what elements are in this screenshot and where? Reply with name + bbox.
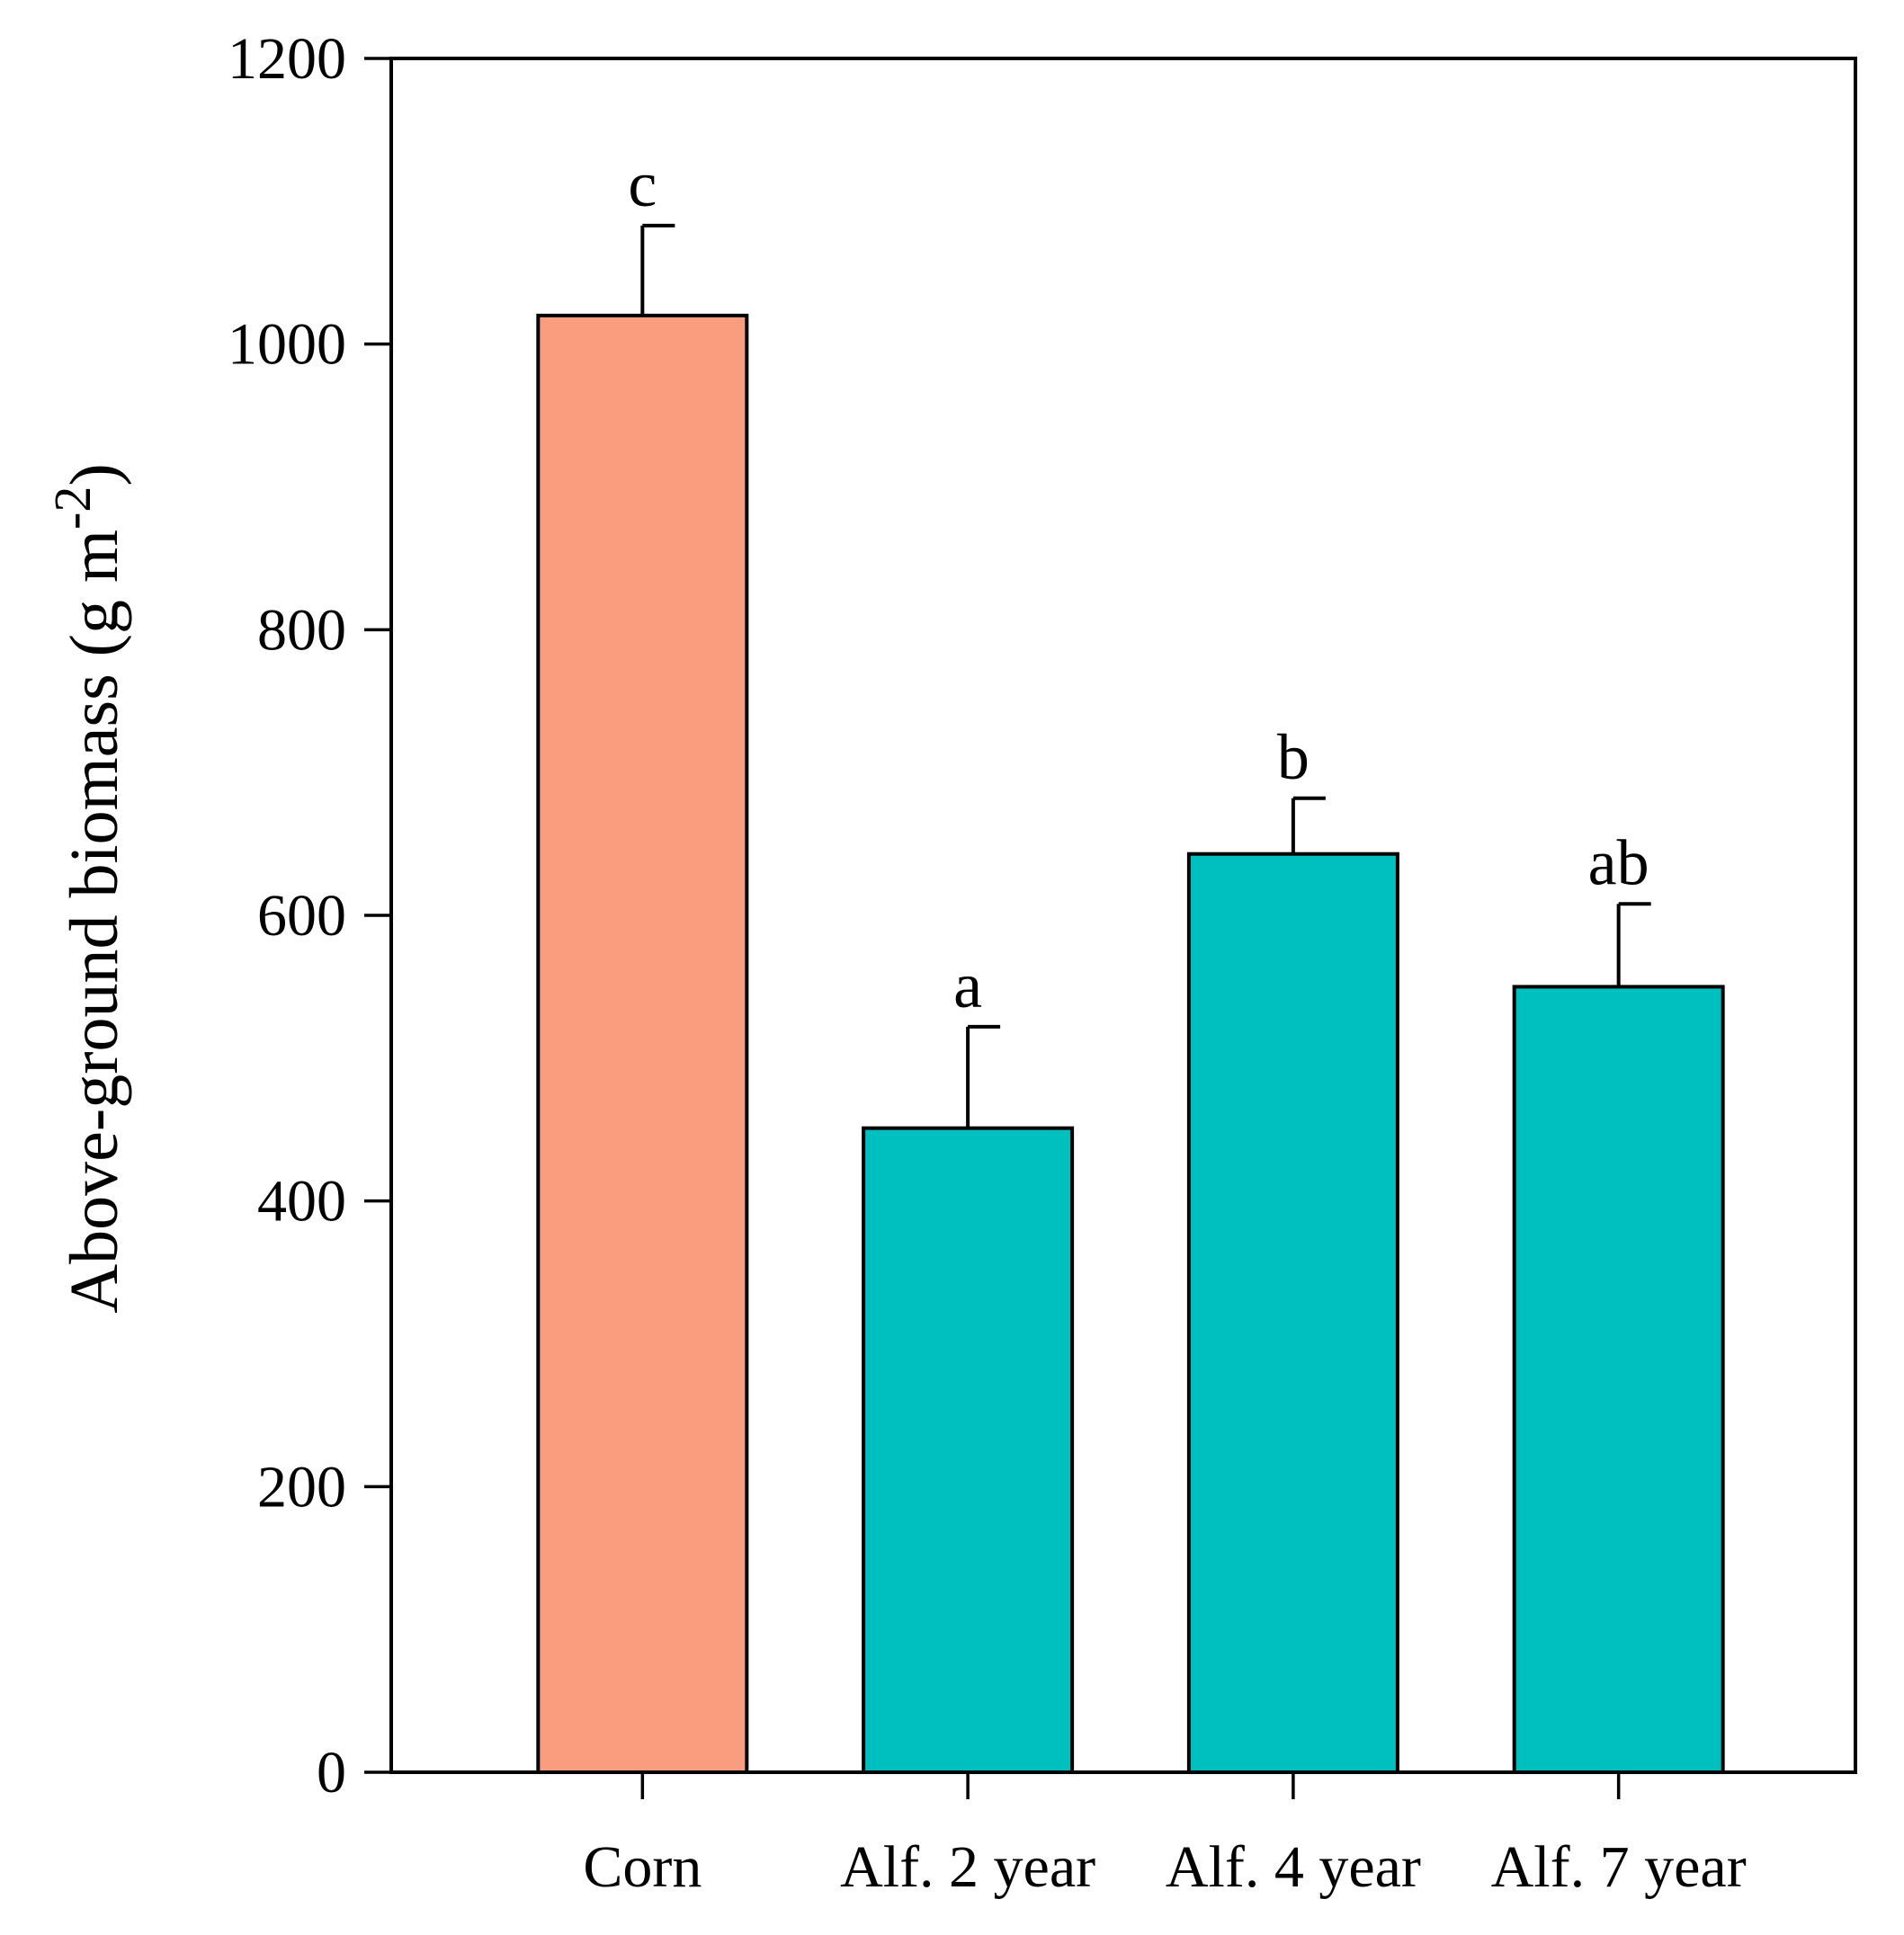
y-tick-label: 0 (317, 1740, 346, 1806)
x-tick-label: Corn (583, 1834, 702, 1900)
y-tick-label: 200 (257, 1454, 346, 1520)
y-axis-title: Above-ground biomass (g m-2) (43, 463, 132, 1313)
bar-corn (536, 313, 749, 1774)
y-axis-title-superscript: -2 (43, 486, 102, 530)
significance-label: c (628, 148, 657, 220)
x-tick-label: Alf. 4 year (1166, 1834, 1421, 1900)
y-axis-ticks: 0 200 400 600 800 1000 1200 (228, 26, 391, 1806)
y-tick-label: 1000 (228, 312, 346, 378)
bar-alf-2-year (862, 1126, 1075, 1774)
y-tick-label: 600 (257, 883, 346, 949)
significance-label: b (1277, 721, 1310, 793)
x-tick-label: Alf. 7 year (1491, 1834, 1747, 1900)
significance-label: a (953, 950, 982, 1021)
plot-frame (389, 57, 1857, 1774)
x-tick-label: Alf. 2 year (840, 1834, 1095, 1900)
bar-alf-4-year (1186, 852, 1399, 1774)
y-tick-label: 1200 (228, 26, 346, 92)
y-axis-title-close: ) (57, 463, 132, 486)
y-axis-title-main: Above-ground biomass (g m (57, 530, 132, 1314)
significance-label: ab (1588, 826, 1649, 898)
y-tick-label: 400 (257, 1169, 346, 1235)
bar-alf-7-year (1512, 985, 1725, 1774)
x-axis-ticks: Corn Alf. 2 year Alf. 4 year Alf. 7 year (583, 1772, 1747, 1900)
y-tick-label: 800 (257, 597, 346, 663)
